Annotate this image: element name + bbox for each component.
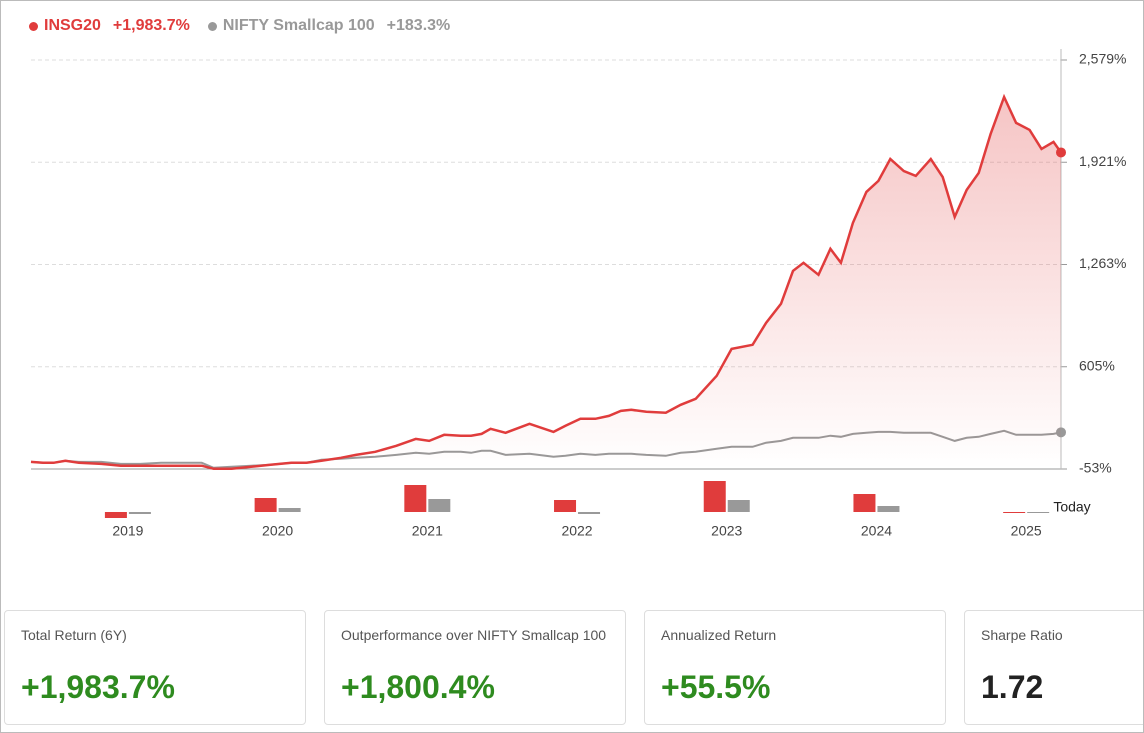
- y-tick-label: 2,579%: [1079, 51, 1126, 67]
- annual-bar: [877, 506, 900, 512]
- legend-item: INSG20 +1,983.7%: [29, 17, 190, 35]
- card-value: +1,800.4%: [341, 669, 495, 705]
- x-tick-label: 2019: [112, 523, 143, 539]
- card-label: Annualized Return: [661, 627, 777, 643]
- card-label: Total Return (6Y): [21, 627, 127, 643]
- legend-name: NIFTY Smallcap 100: [222, 17, 375, 34]
- legend-item: NIFTY Smallcap 100 +183.3%: [207, 17, 451, 35]
- annual-bar: [1027, 512, 1050, 513]
- card-value: +1,983.7%: [21, 669, 175, 705]
- annual-bar: [554, 500, 577, 512]
- line: [30, 93, 1063, 471]
- card-value: +55.5%: [661, 669, 771, 705]
- annual-bar: [278, 508, 301, 512]
- annual-bar: [404, 485, 427, 512]
- legend-dot: [29, 21, 38, 31]
- y-tick-label: 1,921%: [1079, 153, 1126, 169]
- legend-return: +1,983.7%: [112, 17, 190, 34]
- x-tick-label: 2022: [561, 523, 592, 539]
- legend-name: INSG20: [44, 17, 101, 34]
- area: [31, 97, 1061, 469]
- x-tick-label: 2025: [1011, 523, 1042, 539]
- x-tick-label: 2024: [861, 523, 892, 539]
- x-tick-label: 2021: [412, 523, 443, 539]
- annual-bar: [104, 512, 127, 518]
- annual-bar: [128, 512, 151, 514]
- annual-bar: [254, 498, 277, 512]
- x-tick-label: 2023: [711, 523, 742, 539]
- card-value: 1.72: [981, 669, 1044, 705]
- annual-bar: [853, 494, 876, 512]
- stat-card: Sharpe Ratio 1.72: [964, 610, 1143, 725]
- annual-bar: [428, 499, 451, 512]
- legend-return: +183.3%: [386, 17, 451, 34]
- stat-card: Annualized Return +55.5%: [644, 610, 946, 725]
- card-label: Outperformance over NIFTY Smallcap 100: [341, 627, 607, 643]
- chart: -53% 605% 1,263% 1,921% 2,579% 2019 2020 2021 20…: [30, 49, 1126, 539]
- annual-bar: [578, 512, 601, 514]
- annual-bar: [703, 481, 726, 512]
- end-marker: [1056, 147, 1066, 158]
- x-tick-label: 2020: [262, 523, 293, 539]
- legend: INSG20 +1,983.7% NIFTY Smallcap 100 +183.3%: [29, 17, 450, 35]
- y-tick-label: -53%: [1079, 460, 1112, 476]
- stat-card: Outperformance over NIFTY Smallcap 100 +1…: [324, 610, 626, 725]
- annual-bar: [727, 500, 750, 512]
- y-tick-label: 1,263%: [1079, 255, 1126, 271]
- stat-card: Total Return (6Y) +1,983.7%: [4, 610, 306, 725]
- today-label: Today: [1053, 499, 1090, 515]
- annual-bar: [1003, 512, 1026, 513]
- y-tick-label: 605%: [1079, 357, 1115, 373]
- card-label: Sharpe Ratio: [981, 627, 1063, 643]
- legend-dot: [207, 21, 217, 31]
